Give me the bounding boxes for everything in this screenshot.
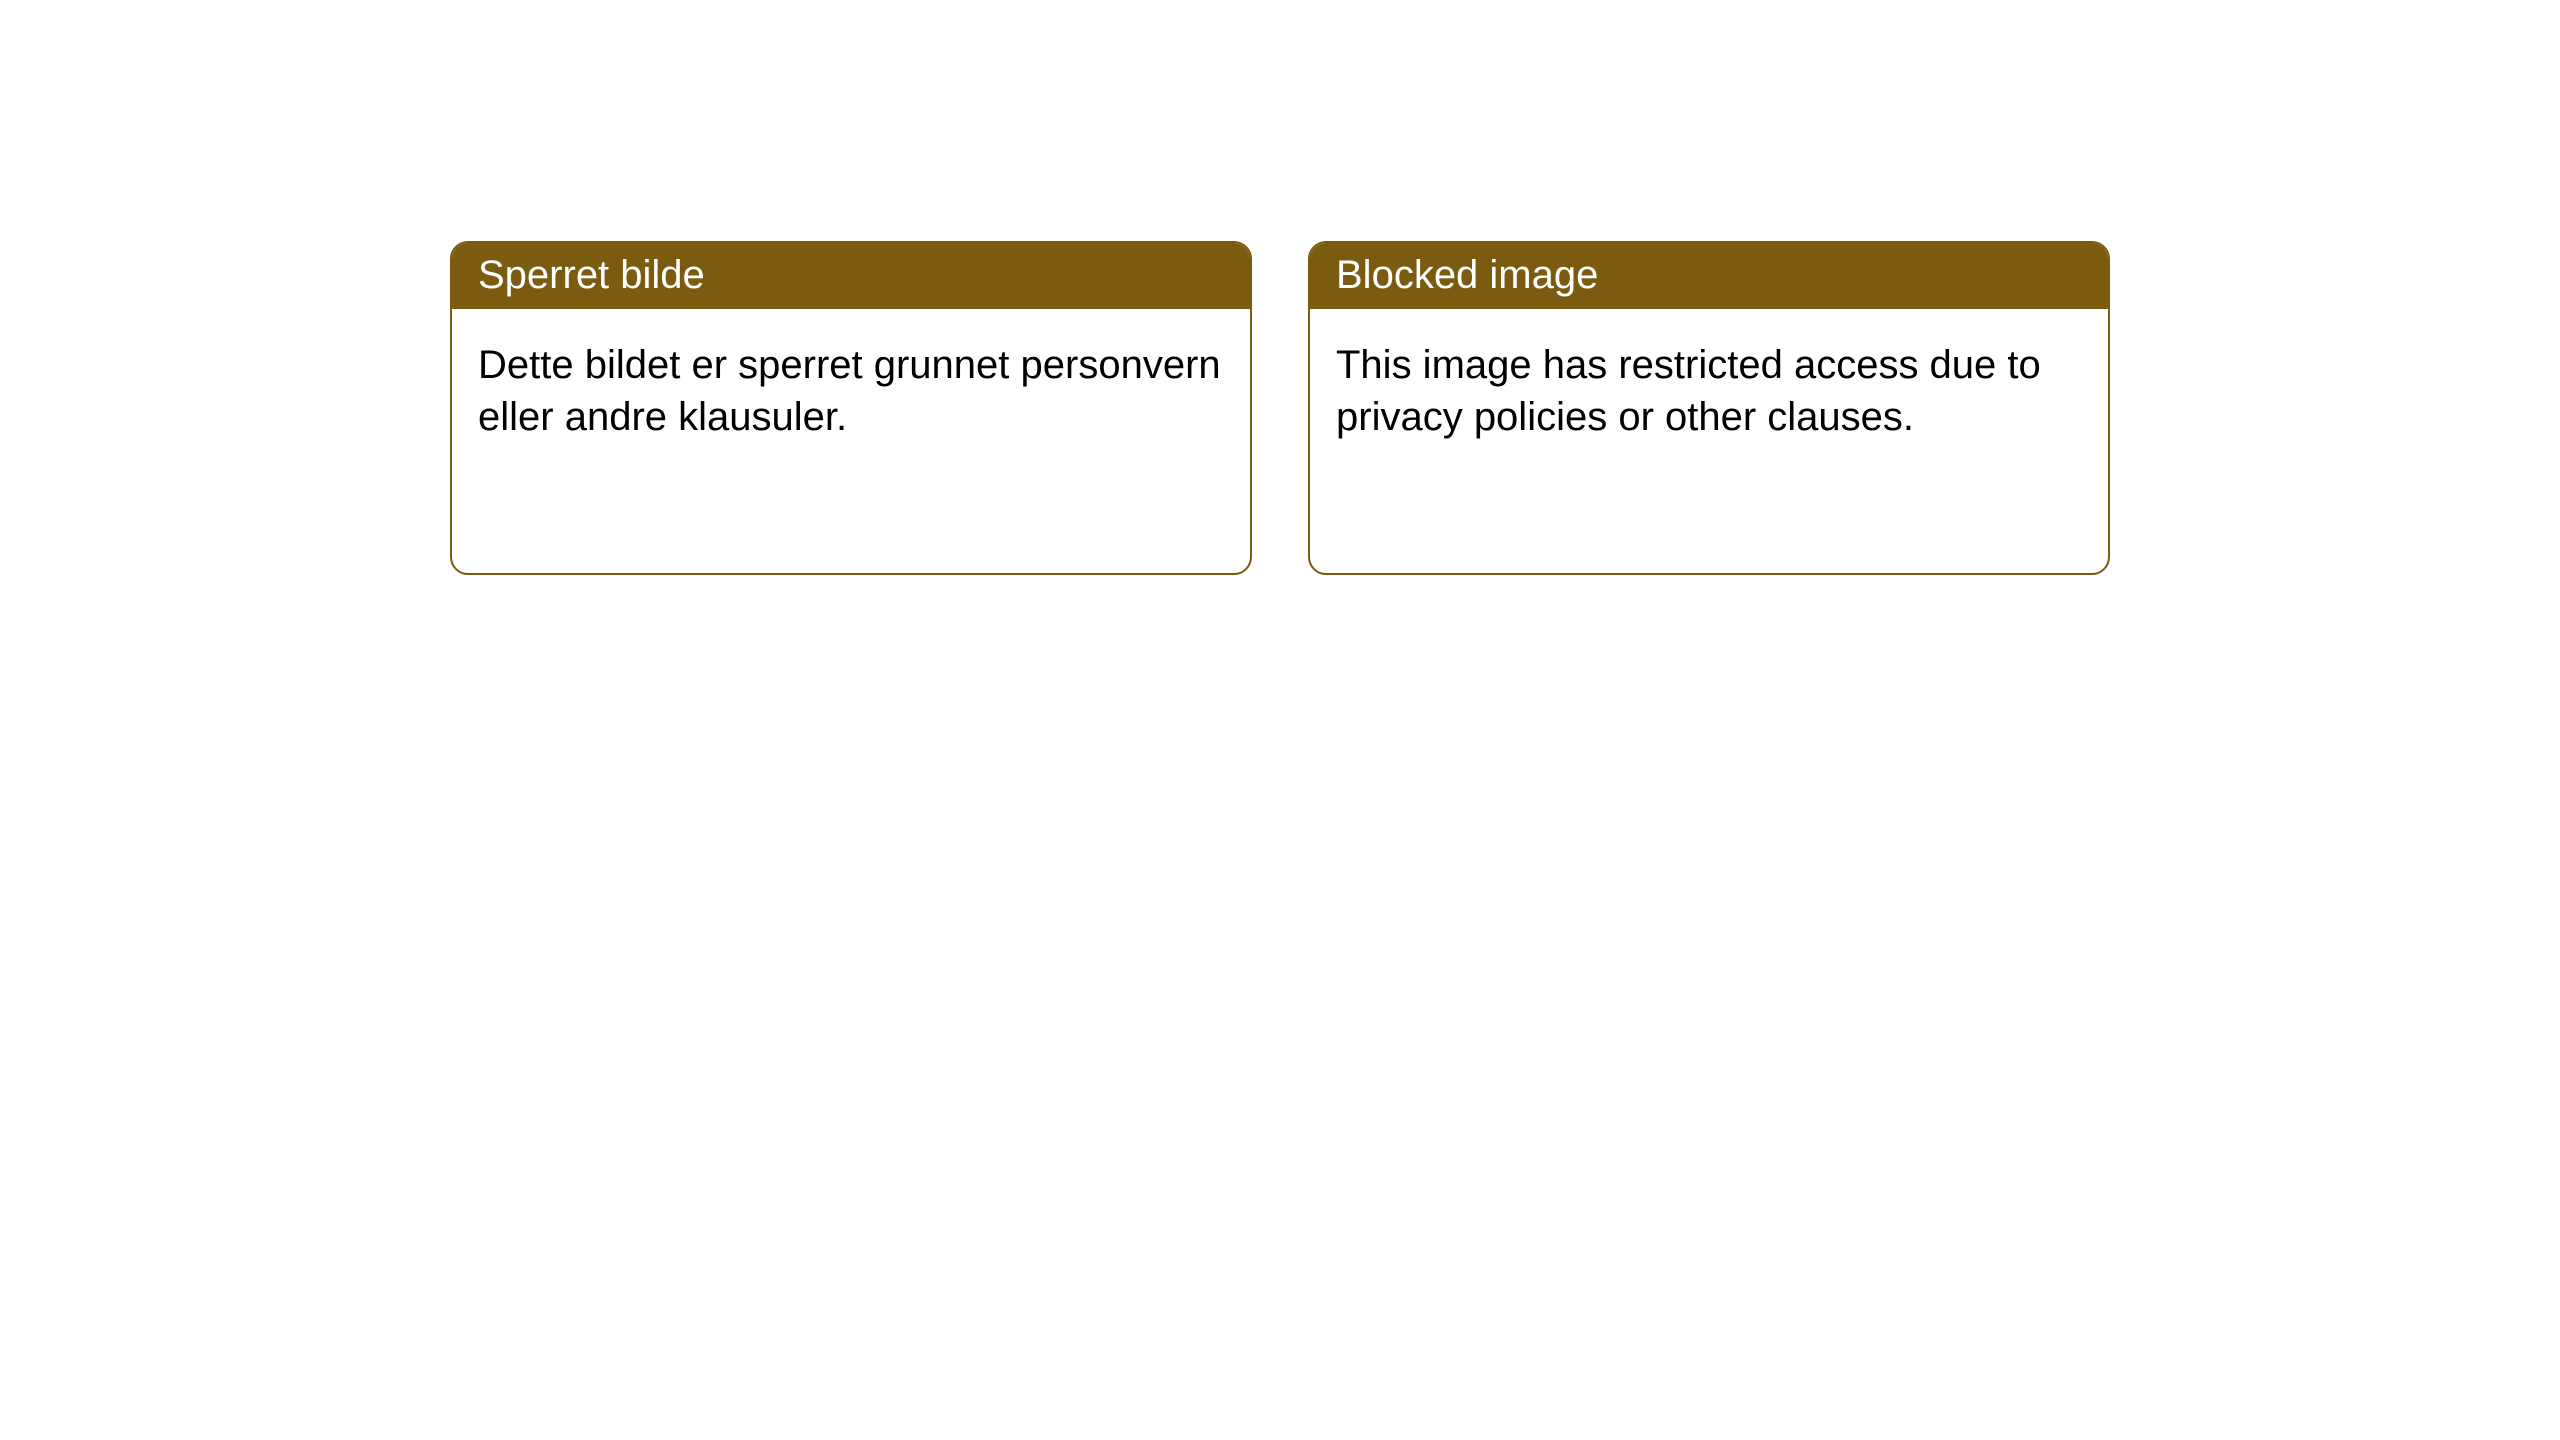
notice-text: Dette bildet er sperret grunnet personve… bbox=[478, 343, 1221, 439]
notice-card-english: Blocked image This image has restricted … bbox=[1308, 241, 2110, 575]
notice-title: Sperret bilde bbox=[478, 253, 705, 297]
notice-container: Sperret bilde Dette bildet er sperret gr… bbox=[0, 0, 2560, 575]
notice-title: Blocked image bbox=[1336, 253, 1598, 297]
notice-card-norwegian: Sperret bilde Dette bildet er sperret gr… bbox=[450, 241, 1252, 575]
notice-body: Dette bildet er sperret grunnet personve… bbox=[452, 309, 1250, 473]
notice-header: Blocked image bbox=[1310, 243, 2108, 309]
notice-header: Sperret bilde bbox=[452, 243, 1250, 309]
notice-text: This image has restricted access due to … bbox=[1336, 343, 2041, 439]
notice-body: This image has restricted access due to … bbox=[1310, 309, 2108, 473]
